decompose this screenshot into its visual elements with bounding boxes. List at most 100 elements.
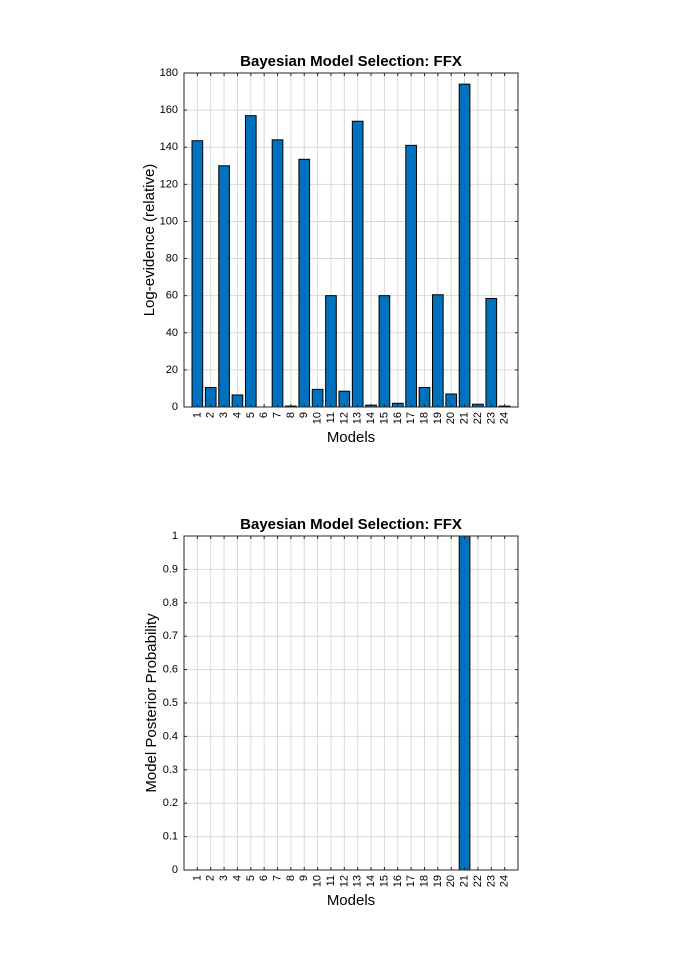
bar-model-11 bbox=[325, 295, 337, 408]
x-tick-labels: 1 2 3 4 5 6 7 8 9 10 11 12 13 14 15 16 17 18 19 20 21 22 23 24 bbox=[191, 875, 510, 887]
x-tick-label: 4 bbox=[231, 875, 243, 881]
chart-log-evidence: Bayesian Model Selection: FFX 0 20 40 60 80 1… bbox=[141, 53, 519, 446]
x-tick-label: 18 bbox=[418, 875, 430, 887]
x-tick-label: 17 bbox=[405, 412, 417, 424]
bars bbox=[191, 83, 511, 408]
x-tick-label: 13 bbox=[352, 412, 364, 424]
x-tick-label: 11 bbox=[325, 875, 337, 886]
bar-model-21 bbox=[458, 535, 471, 871]
y-axis-label: Model Posterior Probability bbox=[143, 613, 160, 793]
x-tick-label: 9 bbox=[298, 875, 310, 881]
x-tick-label: 7 bbox=[272, 875, 284, 881]
y-tick-labels: 0 20 40 60 80 100 120 140 160 180 bbox=[160, 67, 178, 413]
y-tick-labels: 0 0.1 0.2 0.3 0.4 0.5 0.6 0.7 0.8 0.9 1 bbox=[163, 530, 178, 876]
x-tick-label: 3 bbox=[218, 875, 230, 881]
x-tick-label: 17 bbox=[405, 875, 417, 887]
bar-model-17 bbox=[405, 144, 417, 408]
bar-model-15 bbox=[378, 295, 391, 408]
y-tick-label: 0.3 bbox=[163, 764, 178, 776]
x-tick-label: 3 bbox=[218, 412, 230, 418]
y-tick-label: 1 bbox=[172, 530, 178, 542]
x-tick-label: 15 bbox=[378, 412, 390, 424]
x-tick-label: 12 bbox=[338, 412, 350, 424]
x-tick-label: 18 bbox=[418, 412, 430, 424]
x-tick-label: 5 bbox=[245, 875, 257, 881]
x-tick-label: 10 bbox=[312, 875, 324, 887]
chart-posterior-probability: Bayesian Model Selection: FFX 0 0.1 0.2 0.3… bbox=[143, 516, 519, 909]
bar-model-23 bbox=[485, 297, 498, 408]
tick-marks bbox=[184, 72, 518, 408]
bar-model-21 bbox=[458, 83, 471, 408]
x-tick-label: 6 bbox=[258, 875, 270, 881]
y-tick-label: 0 bbox=[172, 401, 178, 413]
bar-model-7 bbox=[271, 139, 284, 408]
x-tick-label: 13 bbox=[352, 875, 364, 887]
y-tick-label: 0.1 bbox=[163, 831, 178, 843]
y-tick-label: 40 bbox=[166, 327, 178, 339]
y-tick-label: 0.8 bbox=[163, 597, 178, 609]
x-tick-label: 2 bbox=[205, 412, 217, 418]
bar-model-1 bbox=[191, 140, 204, 408]
x-tick-label: 20 bbox=[445, 875, 457, 887]
bar-model-3 bbox=[218, 165, 230, 408]
bar-model-5 bbox=[244, 115, 257, 408]
x-tick-label: 8 bbox=[285, 875, 297, 881]
y-tick-label: 0.4 bbox=[163, 730, 178, 742]
x-tick-label: 5 bbox=[245, 412, 257, 418]
y-tick-label: 0.7 bbox=[163, 630, 178, 642]
y-tick-label: 140 bbox=[160, 141, 178, 153]
bar-model-13 bbox=[351, 120, 364, 408]
x-tick-label: 11 bbox=[325, 412, 337, 423]
x-tick-label: 23 bbox=[485, 412, 497, 424]
x-tick-label: 21 bbox=[459, 412, 471, 424]
y-tick-label: 0.6 bbox=[163, 664, 178, 676]
x-tick-label: 19 bbox=[432, 875, 444, 887]
x-tick-label: 10 bbox=[312, 412, 324, 424]
x-tick-label: 15 bbox=[378, 875, 390, 887]
y-tick-label: 0.5 bbox=[163, 697, 178, 709]
y-tick-label: 20 bbox=[166, 364, 178, 376]
x-tick-label: 8 bbox=[285, 412, 297, 418]
x-tick-label: 20 bbox=[445, 412, 457, 424]
x-axis-label: Models bbox=[327, 429, 375, 446]
x-tick-label: 4 bbox=[231, 412, 243, 418]
x-tick-label: 22 bbox=[472, 412, 484, 424]
x-tick-label: 1 bbox=[191, 875, 203, 881]
y-tick-label: 160 bbox=[160, 104, 178, 116]
x-tick-label: 23 bbox=[485, 875, 497, 887]
x-tick-label: 24 bbox=[499, 875, 511, 887]
y-tick-label: 180 bbox=[160, 67, 178, 79]
y-tick-label: 0.2 bbox=[163, 797, 178, 809]
x-tick-label: 14 bbox=[365, 412, 377, 424]
y-tick-label: 80 bbox=[166, 253, 178, 265]
x-tick-label: 19 bbox=[432, 412, 444, 424]
x-tick-label: 14 bbox=[365, 875, 377, 887]
x-tick-label: 16 bbox=[392, 875, 404, 887]
chart-title: Bayesian Model Selection: FFX bbox=[240, 53, 462, 70]
x-tick-label: 22 bbox=[472, 875, 484, 887]
y-tick-label: 0 bbox=[172, 864, 178, 876]
y-axis-label: Log-evidence (relative) bbox=[141, 164, 158, 317]
bars bbox=[458, 535, 471, 871]
x-tick-label: 21 bbox=[459, 875, 471, 887]
y-tick-label: 120 bbox=[160, 178, 178, 190]
x-tick-labels: 1 2 3 4 5 6 7 8 9 10 11 12 13 14 15 16 17 18 19 20 21 22 23 24 bbox=[191, 412, 510, 424]
x-tick-label: 24 bbox=[499, 412, 511, 424]
bar-model-9 bbox=[298, 158, 311, 408]
x-tick-label: 1 bbox=[191, 412, 203, 418]
x-tick-label: 7 bbox=[272, 412, 284, 418]
y-tick-label: 60 bbox=[166, 290, 178, 302]
y-tick-label: 100 bbox=[160, 215, 178, 227]
axes-frame bbox=[183, 72, 519, 408]
x-axis-label: Models bbox=[327, 892, 375, 909]
chart-title: Bayesian Model Selection: FFX bbox=[240, 516, 462, 533]
x-tick-label: 9 bbox=[298, 412, 310, 418]
y-tick-label: 0.9 bbox=[163, 563, 178, 575]
tick-marks bbox=[184, 535, 518, 871]
x-tick-label: 6 bbox=[258, 412, 270, 418]
x-tick-label: 16 bbox=[392, 412, 404, 424]
x-tick-label: 12 bbox=[338, 875, 350, 887]
bar-model-19 bbox=[431, 294, 444, 408]
x-tick-label: 2 bbox=[205, 875, 217, 881]
